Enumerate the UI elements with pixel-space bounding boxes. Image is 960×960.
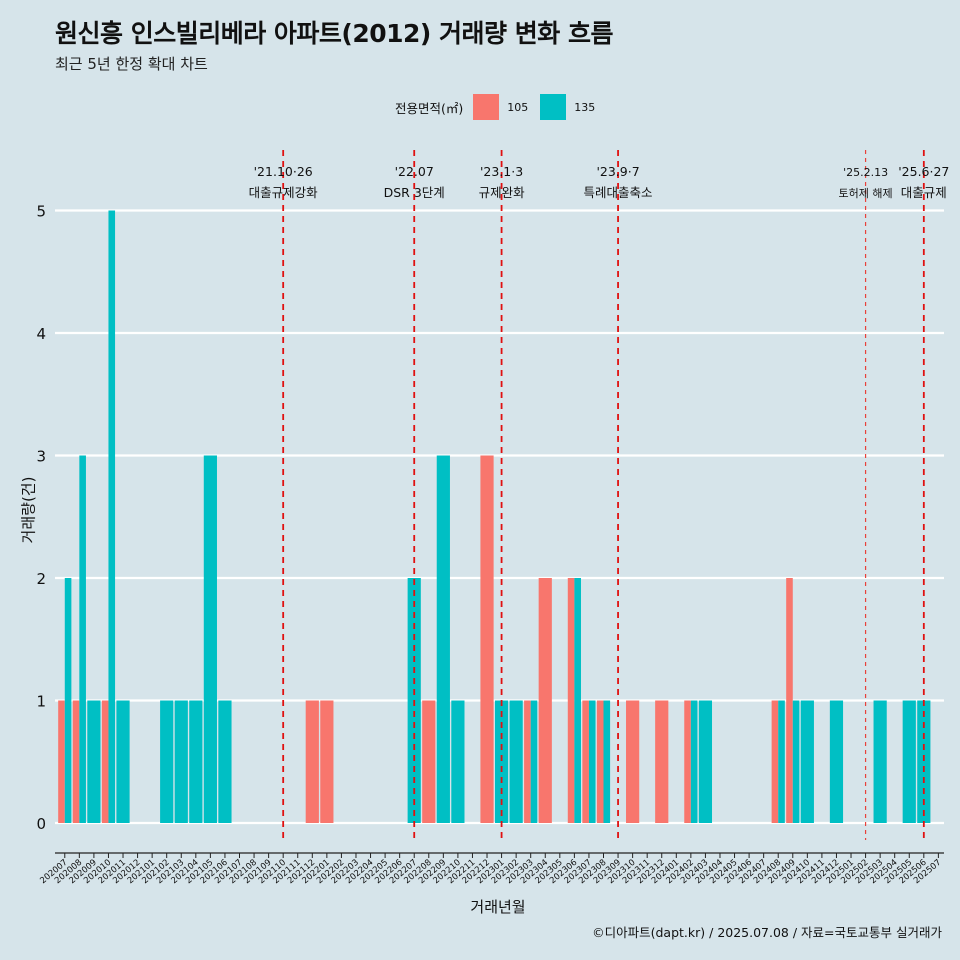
bar-135-202302 xyxy=(509,700,523,823)
bar-135-202102 xyxy=(160,700,174,823)
bar-105-202402 xyxy=(684,700,691,823)
legend-key-105 xyxy=(473,94,500,120)
event-name-label: DSR 3단계 xyxy=(384,185,445,200)
bar-135-202209 xyxy=(436,455,450,823)
bar-135-202009 xyxy=(87,700,101,823)
bar-105-202308 xyxy=(596,700,604,823)
bar-135-202306 xyxy=(574,578,581,823)
chart-subtitle: 최근 5년 한정 확대 차트 xyxy=(55,55,208,73)
event-date-label: '25.2.13 xyxy=(843,166,888,179)
legend-label-135: 135 xyxy=(574,100,596,114)
event-date-label: '23.9·7 xyxy=(596,164,639,179)
bar-135-202412 xyxy=(829,700,844,823)
event-name-label: 토허제 해제 xyxy=(839,186,893,200)
legend-title: 전용면적(㎡) xyxy=(395,100,464,116)
bar-135-202104 xyxy=(189,700,203,823)
bar-135-202010 xyxy=(108,210,116,823)
legend: 전용면적(㎡) 105 135 xyxy=(395,94,607,120)
bar-135-202410 xyxy=(800,700,814,823)
bar-105-202310 xyxy=(626,700,640,823)
event-name-label: 특례대출축소 xyxy=(584,185,653,200)
bar-135-202007 xyxy=(64,578,72,823)
event-date-label: '22.07 xyxy=(395,164,434,179)
event-name-label: 대출규제 xyxy=(901,185,947,200)
bar-105-202007 xyxy=(58,700,65,823)
bar-135-202505 xyxy=(902,700,916,823)
bar-105-202408 xyxy=(771,700,779,823)
bar-135-202301 xyxy=(494,700,509,823)
y-tick-label: 5 xyxy=(36,203,46,221)
bar-135-202403 xyxy=(698,700,713,823)
bar-105-202307 xyxy=(582,700,589,823)
bar-105-202304 xyxy=(538,578,552,823)
bar-135-202307 xyxy=(588,700,596,823)
bar-135-202506 xyxy=(917,700,931,823)
bar-135-202008 xyxy=(79,455,86,823)
legend-label-105: 105 xyxy=(507,100,529,114)
bar-135-202106 xyxy=(218,700,232,823)
bar-135-202210 xyxy=(451,700,465,823)
y-axis-title: 거래량(건) xyxy=(19,476,38,544)
bar-105-202112 xyxy=(305,700,319,823)
bar-105-202212 xyxy=(480,455,494,823)
bar-135-202409 xyxy=(792,700,800,823)
y-tick-label: 2 xyxy=(36,570,46,588)
event-date-label: '21.10·26 xyxy=(254,164,313,179)
bar-135-202402 xyxy=(690,700,698,823)
bar-105-202201 xyxy=(320,700,334,823)
bar-135-202105 xyxy=(203,455,217,823)
event-date-label: '25.6·27 xyxy=(898,164,949,179)
bar-105-202312 xyxy=(655,700,669,823)
event-name-label: 규제완화 xyxy=(479,185,526,200)
y-tick-label: 1 xyxy=(36,693,46,711)
bar-135-202503 xyxy=(873,700,887,823)
event-date-label: '23.1·3 xyxy=(480,164,523,179)
chart-title: 원신흥 인스빌리베라 아파트(2012) 거래량 변화 흐름 xyxy=(55,19,613,48)
bar-135-202408 xyxy=(778,700,785,823)
bar-105-202008 xyxy=(72,700,80,823)
bar-135-202103 xyxy=(174,700,188,823)
bar-105-202010 xyxy=(101,700,109,823)
legend-key-135 xyxy=(540,94,567,120)
x-axis-title: 거래년월 xyxy=(470,898,526,916)
event-name-label: 대출규제강화 xyxy=(249,185,319,200)
y-tick-label: 0 xyxy=(36,815,46,833)
bar-105-202409 xyxy=(786,578,793,823)
bar-105-202306 xyxy=(567,578,575,823)
y-tick-label: 4 xyxy=(36,325,46,343)
bar-105-202208 xyxy=(422,700,436,823)
source-caption: ©디아파트(dapt.kr) / 2025.07.08 / 자료=국토교통부 실… xyxy=(592,925,942,940)
y-tick-label: 3 xyxy=(36,448,46,466)
bar-105-202303 xyxy=(524,700,531,823)
bar-135-202011 xyxy=(116,700,130,823)
bar-135-202308 xyxy=(603,700,611,823)
bar-135-202303 xyxy=(530,700,538,823)
